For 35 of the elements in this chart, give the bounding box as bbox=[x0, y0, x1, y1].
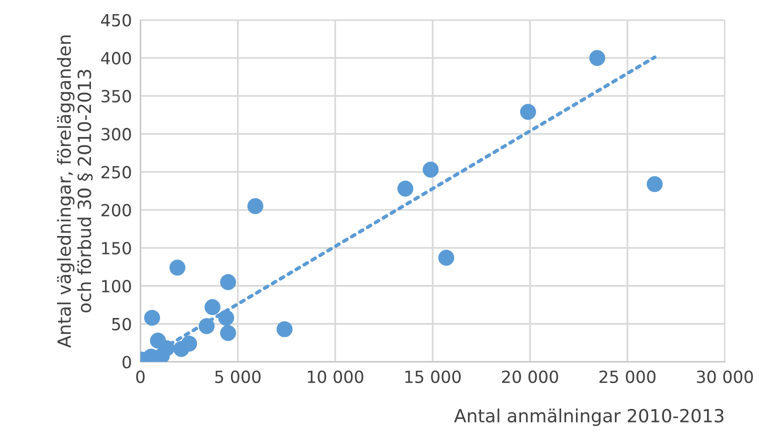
point bbox=[646, 176, 663, 192]
y-tick-label: 350 bbox=[102, 90, 131, 103]
point bbox=[144, 310, 160, 326]
point bbox=[589, 50, 606, 66]
x-tick-label: 10 000 bbox=[308, 370, 364, 384]
point bbox=[220, 274, 236, 290]
y-tick-label: 200 bbox=[101, 204, 131, 216]
x-tick-label: 0 bbox=[136, 370, 145, 384]
point bbox=[218, 310, 234, 326]
point bbox=[204, 299, 220, 316]
point bbox=[169, 260, 186, 276]
x-tick-label: 25 000 bbox=[600, 370, 656, 384]
y-tick-label: 150 bbox=[102, 242, 131, 254]
point bbox=[173, 340, 190, 357]
x-axis-title: Antal anmälningar 2010-2013 bbox=[454, 408, 724, 426]
x-tick-label: 15 000 bbox=[405, 370, 461, 384]
x-tick-label: 5 000 bbox=[215, 370, 261, 384]
point bbox=[422, 162, 439, 178]
y-axis-title: Antal vägledningar, förelägganden och förbud 30 § 2010-2013 bbox=[57, 36, 93, 348]
x-tick-label: 30 000 bbox=[696, 370, 753, 384]
y-tick-label: 50 bbox=[112, 318, 131, 330]
y-tick-label: 300 bbox=[102, 128, 131, 141]
y-tick-label: 450 bbox=[101, 14, 131, 27]
point bbox=[520, 104, 536, 120]
point bbox=[397, 180, 414, 197]
y-tick-label: 0 bbox=[122, 356, 131, 368]
point bbox=[198, 318, 215, 334]
y-tick-label: 400 bbox=[101, 52, 131, 65]
y-tick-label: 250 bbox=[101, 166, 131, 178]
point bbox=[247, 198, 264, 214]
point bbox=[220, 325, 236, 341]
y-tick-label: 100 bbox=[102, 280, 131, 292]
point bbox=[276, 321, 293, 338]
point bbox=[438, 250, 454, 266]
x-tick-label: 20 000 bbox=[502, 370, 558, 384]
